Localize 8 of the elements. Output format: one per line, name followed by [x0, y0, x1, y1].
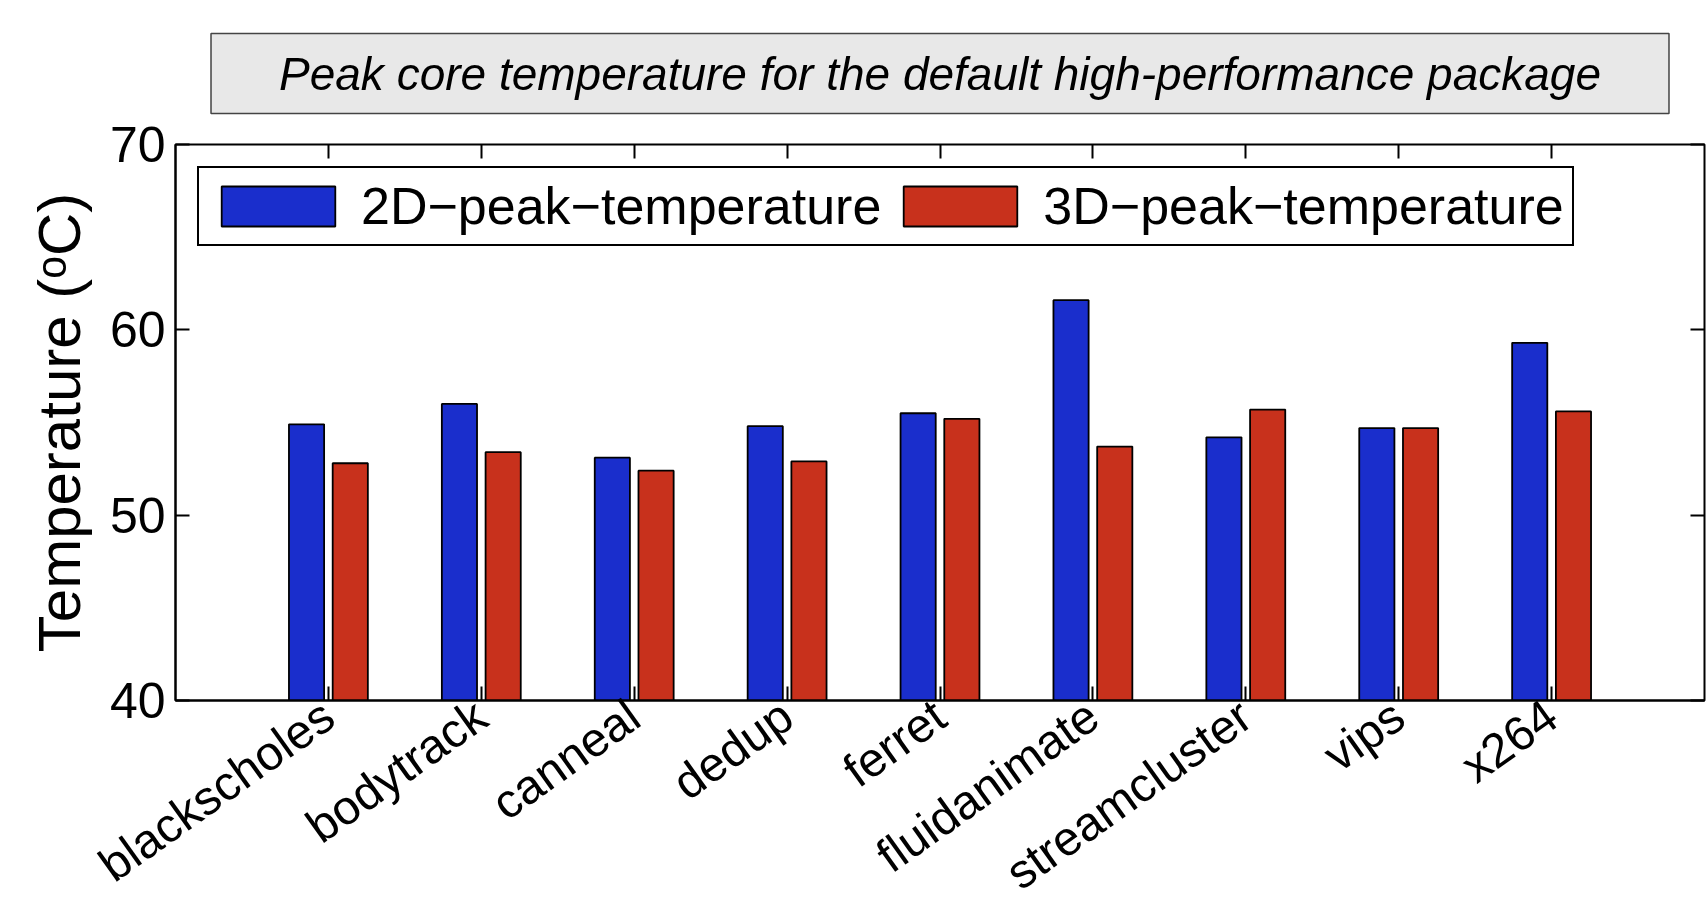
x-tick-label: vips [1313, 688, 1415, 782]
y-tick-label: 70 [109, 117, 166, 173]
legend-label: 2D−peak−temperature [361, 176, 882, 236]
legend-label: 3D−peak−temperature [1043, 176, 1564, 236]
chart-title: Peak core temperature for the default high-performance package [279, 47, 1601, 100]
y-tick-label: 60 [109, 302, 166, 359]
y-tick-label: 50 [109, 487, 166, 544]
y-axis-title: Temperature (ᵒC) [25, 192, 93, 653]
